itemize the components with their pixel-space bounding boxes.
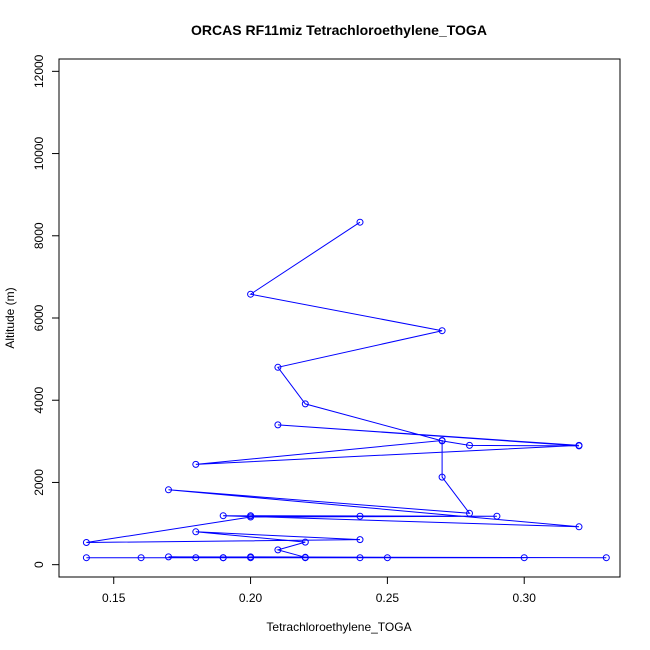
data-point [438, 473, 446, 481]
x-axis-label: Tetrachloroethylene_TOGA [266, 620, 411, 634]
data-point [274, 546, 282, 554]
data-point [192, 554, 200, 562]
data-point [438, 327, 446, 335]
data-point [466, 441, 473, 449]
data-point [192, 528, 200, 536]
y-tick-label: 4000 [32, 387, 46, 414]
y-tick-label: 2000 [32, 469, 46, 496]
data-point [301, 554, 309, 562]
y-axis: 0 2000 4000 6000 8000 10000 12000 [32, 54, 60, 568]
data-point [356, 536, 364, 544]
y-tick-label: 8000 [32, 222, 46, 249]
data-point [438, 437, 446, 444]
x-tick-label: 0.25 [376, 591, 400, 605]
data-point [356, 554, 364, 562]
data-point [274, 363, 282, 371]
data-point [356, 218, 364, 226]
data-point [219, 554, 227, 562]
data-point [356, 512, 364, 520]
y-tick-label: 6000 [32, 304, 46, 331]
data-point [383, 554, 391, 562]
data-point [466, 509, 473, 517]
data-point [165, 486, 172, 494]
x-tick-label: 0.15 [102, 591, 126, 605]
data-point [82, 539, 90, 546]
x-tick-label: 0.20 [239, 591, 263, 605]
x-tick-label: 0.30 [513, 591, 537, 605]
data-point [219, 512, 227, 520]
series-layer [82, 218, 610, 562]
data-point [520, 554, 528, 562]
data-point [247, 554, 255, 562]
y-axis-label: Altitude (m) [3, 287, 17, 348]
data-point [301, 400, 309, 408]
data-point [247, 290, 255, 298]
data-point [165, 553, 172, 561]
data-point [493, 512, 501, 520]
data-point [575, 523, 583, 531]
x-axis: 0.15 0.20 0.25 0.30 [102, 576, 537, 605]
data-point [192, 460, 200, 468]
data-point [137, 554, 145, 562]
data-point [274, 421, 282, 429]
series-line [86, 221, 607, 559]
data-point [575, 441, 583, 449]
y-tick-label: 12000 [32, 54, 46, 88]
y-tick-label: 0 [32, 561, 46, 568]
plot-area [58, 58, 621, 578]
data-point [247, 513, 255, 521]
data-point [602, 554, 610, 562]
y-tick-label: 10000 [32, 137, 46, 171]
chart-title: ORCAS RF11miz Tetrachloroethylene_TOGA [191, 22, 487, 38]
data-point [301, 538, 309, 546]
data-point [82, 554, 90, 562]
